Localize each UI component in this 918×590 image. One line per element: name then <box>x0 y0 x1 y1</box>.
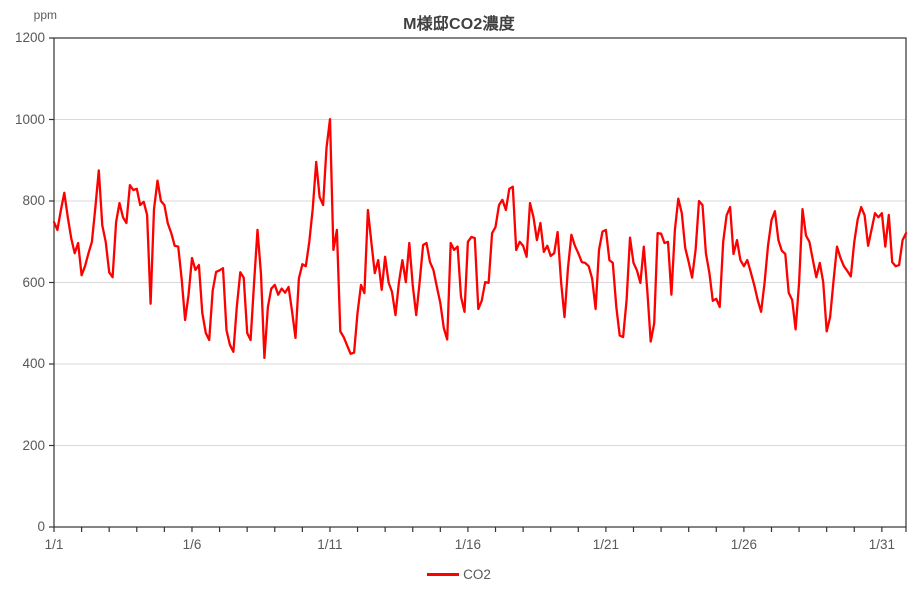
y-tick-label: 400 <box>22 356 45 371</box>
y-tick-label: 1000 <box>14 111 45 127</box>
x-tick-label: 1/21 <box>592 537 620 552</box>
chart-title: M様邸CO2濃度 <box>403 16 515 33</box>
y-tick-label: 1200 <box>14 30 45 45</box>
x-tick-label: 1/31 <box>868 537 895 552</box>
y-tick-label: 600 <box>22 274 45 290</box>
y-tick-label: 200 <box>22 437 45 453</box>
y-axis-unit-label: ppm <box>33 8 57 22</box>
legend: CO2 <box>0 567 918 582</box>
y-tick-label: 800 <box>22 193 45 208</box>
x-tick-label: 1/1 <box>44 537 64 552</box>
x-tick-label: 1/16 <box>454 537 482 552</box>
x-tick-label: 1/26 <box>730 537 758 552</box>
x-tick-label: 1/6 <box>182 537 202 552</box>
x-tick-label: 1/11 <box>317 537 343 552</box>
legend-label: CO2 <box>463 567 491 582</box>
y-tick-label: 0 <box>37 519 45 534</box>
co2-series-line <box>52 117 908 360</box>
legend-line-swatch <box>427 573 460 576</box>
